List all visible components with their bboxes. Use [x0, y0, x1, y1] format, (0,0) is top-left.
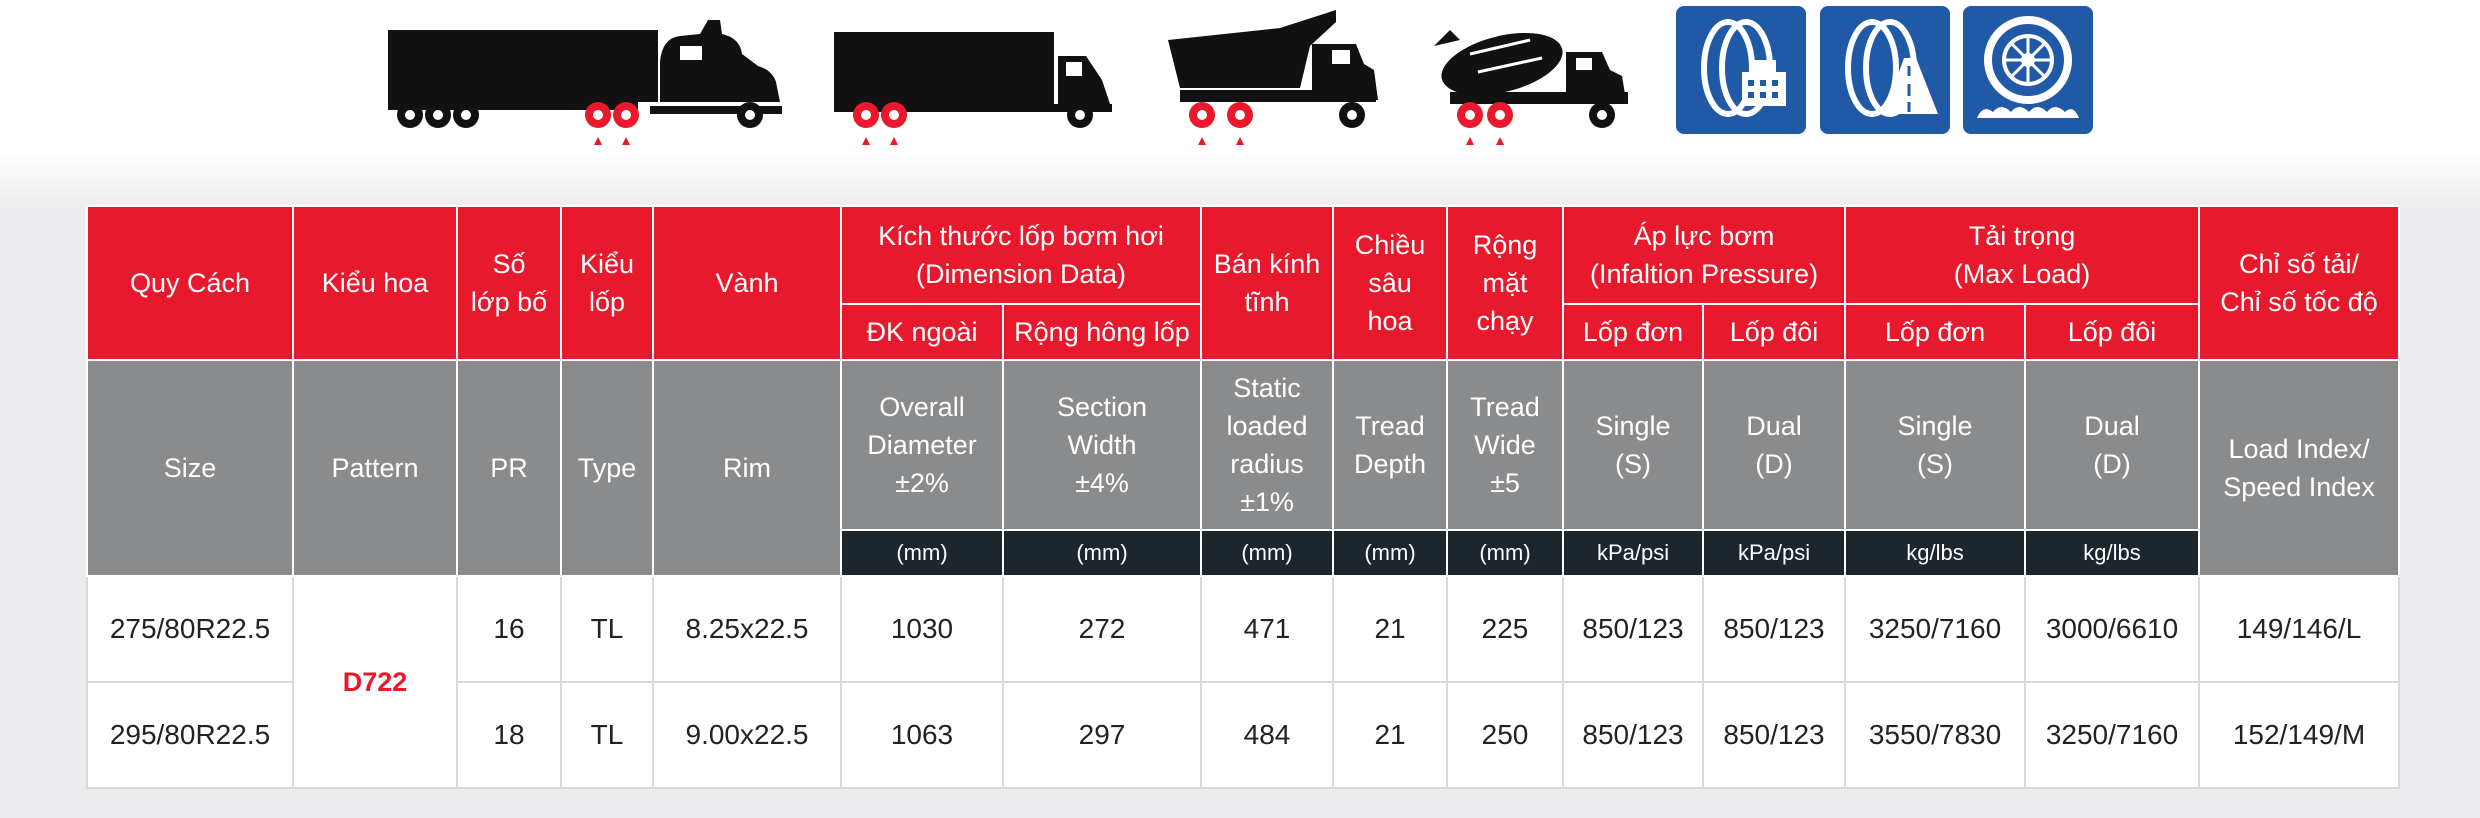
cell-pressure-single: 850/123	[1562, 681, 1705, 789]
header-pattern-en: Pattern	[292, 359, 458, 577]
header-row-en: Size Pattern PR Type Rim Overall Diameter…	[86, 359, 2401, 577]
header-load-dual-vi: Lốp đôi	[2024, 303, 2201, 361]
unit-load-single: kg/lbs	[1844, 529, 2027, 577]
cell-sw: 297	[1001, 681, 1203, 789]
tire-offroad-icon	[1963, 6, 2093, 134]
table-row: 275/80R22.5 D722 16 TL 8.25x22.5 1030 27…	[86, 575, 2401, 789]
header-type-vi: Kiểu lốp	[560, 205, 654, 361]
cell-wide: 225	[1446, 575, 1565, 683]
cell-pr: 16	[456, 575, 562, 683]
concrete-mixer-truck-icon	[1434, 30, 1628, 145]
cell-pressure-dual: 850/123	[1702, 575, 1847, 683]
unit-od: (mm)	[840, 529, 1004, 577]
cell-load-single: 3250/7160	[1844, 575, 2027, 683]
cell-load-dual: 3250/7160	[2024, 681, 2201, 789]
header-pattern-vi: Kiểu hoa	[292, 205, 458, 361]
header-pressure-single-vi: Lốp đơn	[1562, 303, 1705, 361]
cell-type: TL	[560, 575, 654, 683]
header-depth-vi: Chiều sâu hoa	[1332, 205, 1449, 361]
unit-radius: (mm)	[1200, 529, 1335, 577]
cell-index: 149/146/L	[2198, 575, 2401, 683]
cell-index: 152/149/M	[2198, 681, 2401, 789]
header-radius-vi: Bán kính tĩnh	[1200, 205, 1335, 361]
spec-table: Quy Cách Kiểu hoa Số lớp bố Kiểu lốp Vành …	[86, 205, 2401, 789]
cell-radius: 471	[1200, 575, 1335, 683]
header-pressure-dual-en: Dual (D)	[1702, 359, 1847, 531]
header-size-en: Size	[86, 359, 294, 577]
header-od-en: Overall Diameter ±2%	[840, 359, 1004, 531]
header-pressure-vi: Áp lực bơm (Infaltion Pressure)	[1562, 205, 1847, 305]
unit-pressure-dual: kPa/psi	[1702, 529, 1847, 577]
unit-depth: (mm)	[1332, 529, 1449, 577]
cell-sw: 272	[1001, 575, 1203, 683]
cell-pressure-dual: 850/123	[1702, 681, 1847, 789]
header-load-dual-en: Dual (D)	[2024, 359, 2201, 531]
unit-load-dual: kg/lbs	[2024, 529, 2201, 577]
header-sw-en: Section Width ±4%	[1001, 359, 1203, 531]
cell-depth: 21	[1332, 575, 1449, 683]
cell-pressure-single: 850/123	[1562, 575, 1705, 683]
header-row-vi: Quy Cách Kiểu hoa Số lớp bố Kiểu lốp Vành …	[86, 205, 2401, 361]
header-radius-en: Static loaded radius ±1%	[1200, 359, 1335, 531]
cell-od: 1030	[840, 575, 1004, 683]
header-pr-en: PR	[456, 359, 562, 577]
tire-city-icon	[1676, 6, 1806, 134]
header-od-vi: ĐK ngoài	[840, 303, 1004, 361]
header-type-en: Type	[560, 359, 654, 577]
cell-size: 295/80R22.5	[86, 681, 294, 789]
header-wide-vi: Rộng mặt chạy	[1446, 205, 1565, 361]
header-size-vi: Quy Cách	[86, 205, 294, 361]
cell-wide: 250	[1446, 681, 1565, 789]
unit-pressure-single: kPa/psi	[1562, 529, 1705, 577]
cell-pr: 18	[456, 681, 562, 789]
header-dimension-vi: Kích thước lốp bơm hơi (Dimension Data)	[839, 205, 1203, 305]
cell-rim: 9.00x22.5	[652, 681, 842, 789]
cell-size: 275/80R22.5	[86, 575, 294, 683]
header-pressure-dual-vi: Lốp đôi	[1702, 303, 1847, 361]
tire-highway-icon	[1820, 6, 1950, 134]
cell-load-single: 3550/7830	[1844, 681, 2027, 789]
box-truck-icon	[834, 32, 1112, 145]
cell-load-dual: 3000/6610	[2024, 575, 2201, 683]
cell-type: TL	[560, 681, 654, 789]
cell-depth: 21	[1332, 681, 1449, 789]
cell-od: 1063	[840, 681, 1004, 789]
header-load-vi: Tải trọng (Max Load)	[1844, 205, 2201, 305]
header-wide-en: Tread Wide ±5	[1446, 359, 1565, 531]
cell-pattern: D722	[292, 575, 458, 789]
header-sw-vi: Rộng hông lốp	[1001, 303, 1203, 361]
semi-truck-trailer-icon	[388, 20, 782, 145]
header-rim-en: Rim	[652, 359, 842, 577]
dump-truck-icon	[1168, 10, 1378, 145]
units-row: (mm) (mm) (mm) (mm) (mm) kPa/psi kPa/psi…	[87, 529, 2399, 577]
band-fade	[0, 150, 2480, 210]
header-index-en: Load Index/Speed Index	[2198, 359, 2401, 577]
header-pressure-single-en: Single (S)	[1562, 359, 1705, 531]
table-row: 295/80R22.5 18 TL 9.00x22.5 1063 297 484…	[86, 681, 2401, 789]
header-depth-en: Tread Depth	[1332, 359, 1449, 531]
unit-wide: (mm)	[1446, 529, 1565, 577]
unit-sw: (mm)	[1001, 529, 1203, 577]
header-rim-vi: Vành	[652, 205, 842, 361]
header-subrow-vi: ĐK ngoài Rộng hông lốp Lốp đơn Lốp đôi L…	[87, 303, 2399, 361]
header-load-single-vi: Lốp đơn	[1844, 303, 2027, 361]
cell-radius: 484	[1200, 681, 1335, 789]
header-pr-vi: Số lớp bố	[456, 205, 562, 361]
cell-rim: 8.25x22.5	[652, 575, 842, 683]
vehicle-icons	[380, 10, 2130, 160]
header-index-vi: Chỉ số tải/Chỉ số tốc độ	[2198, 205, 2401, 361]
header-load-single-en: Single (S)	[1844, 359, 2027, 531]
